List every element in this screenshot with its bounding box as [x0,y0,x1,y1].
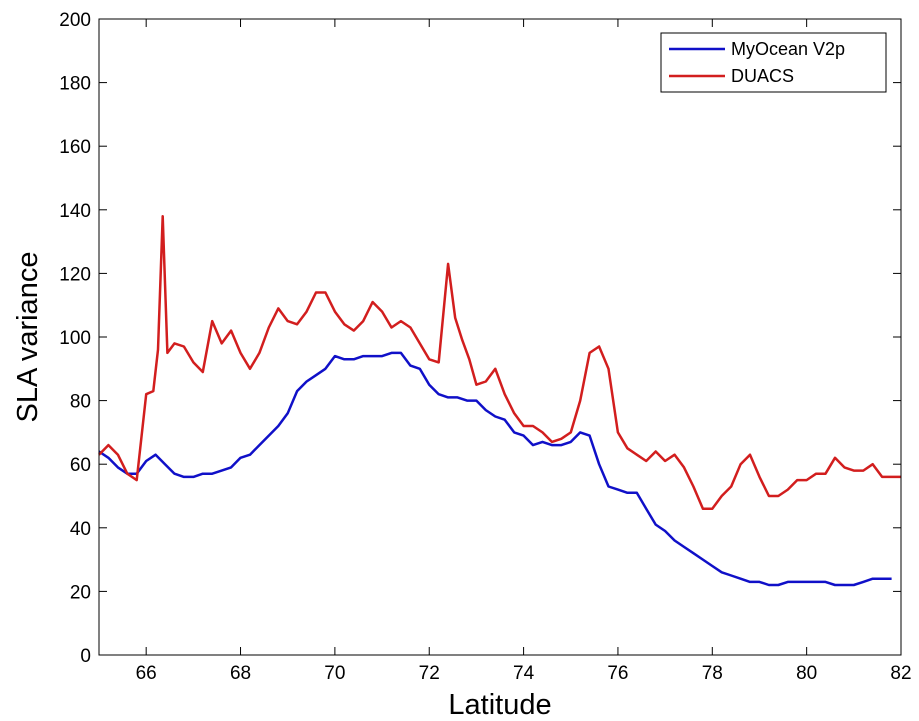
x-tick-label: 70 [324,663,345,684]
series-line-1 [98,214,901,510]
x-tick-label: 76 [607,663,628,684]
y-tick-label: 0 [80,646,91,667]
y-tick-label: 140 [59,201,91,222]
y-tick-label: 120 [59,264,91,285]
legend-label-myocean: MyOcean V2p [731,39,845,59]
y-tick-label: 40 [70,519,91,540]
x-tick-label: 74 [513,663,535,684]
axis-ticks: 0 20 40 60 80 100 120 140 160 180 200 66 68 70 72 74 76 7… [59,10,911,684]
x-tick-label: 66 [136,663,157,684]
legend-label-duacs: DUACS [731,66,794,86]
x-axis-label: Latitude [448,689,551,721]
x-tick-label: 78 [702,663,723,684]
series-lines [98,214,901,587]
series-line-0 [98,351,892,587]
legend: MyOcean V2p DUACS [660,32,887,93]
y-tick-label: 100 [59,328,91,349]
y-tick-label: 60 [70,455,91,476]
legend-box [660,32,887,93]
y-tick-label: 20 [70,582,91,603]
x-tick-label: 80 [796,663,817,684]
y-tick-label: 200 [59,10,91,31]
y-tick-label: 160 [59,137,91,158]
x-tick-label: 72 [419,663,440,684]
x-tick-label: 82 [890,663,911,684]
y-tick-label: 80 [70,392,91,413]
y-axis-label: SLA variance [12,252,44,423]
y-tick-label: 180 [59,74,91,95]
x-tick-label: 68 [230,663,251,684]
